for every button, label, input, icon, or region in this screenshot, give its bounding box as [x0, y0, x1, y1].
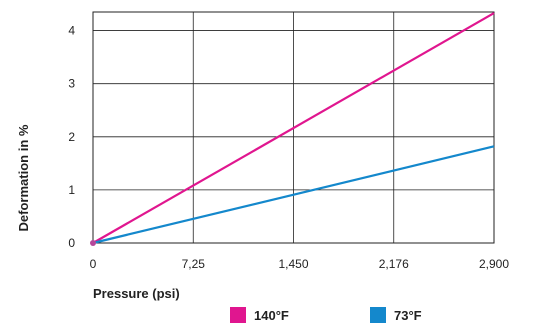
- x-tick-label: 2,900: [479, 257, 509, 271]
- legend-label: 140°F: [254, 308, 289, 323]
- y-tick-label: 1: [68, 183, 75, 197]
- grid: [92, 11, 495, 244]
- y-tick-labels: 0 1 2 3 4: [68, 24, 75, 250]
- series-line-0: [92, 12, 495, 244]
- y-tick-label: 4: [68, 24, 75, 38]
- y-tick-label: 3: [68, 77, 75, 91]
- legend-swatch: [370, 307, 386, 323]
- x-tick-labels: 0 7,25 1,450 2,176 2,900: [90, 257, 510, 271]
- origin-point: [90, 240, 96, 246]
- series-line-1: [92, 145, 495, 245]
- x-tick-label: 7,25: [182, 257, 206, 271]
- series-lines: [90, 12, 495, 246]
- legend-swatch: [230, 307, 246, 323]
- x-tick-label: 0: [90, 257, 97, 271]
- legend: 140°F 73°F: [230, 307, 422, 323]
- x-axis-label: Pressure (psi): [93, 286, 180, 301]
- y-tick-label: 0: [68, 236, 75, 250]
- y-axis-label: Deformation in %: [16, 124, 31, 231]
- y-tick-label: 2: [68, 130, 75, 144]
- x-tick-label: 2,176: [379, 257, 409, 271]
- legend-label: 73°F: [394, 308, 422, 323]
- x-tick-label: 1,450: [278, 257, 308, 271]
